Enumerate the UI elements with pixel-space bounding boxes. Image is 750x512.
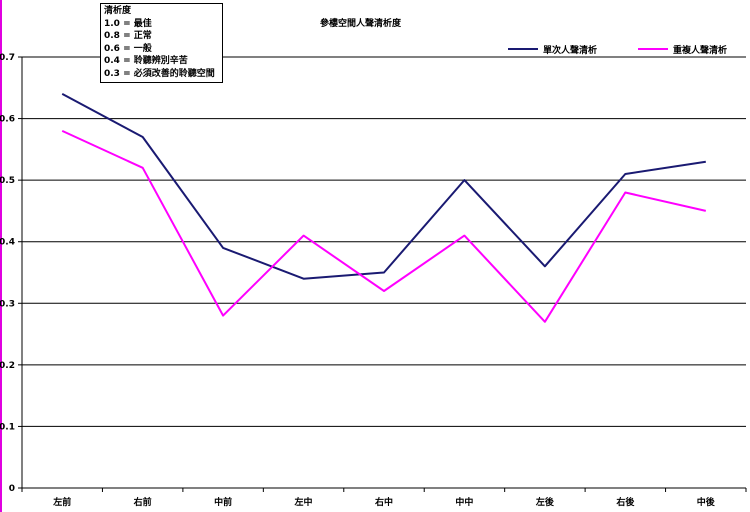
- x-tick-label: 左中: [294, 496, 313, 508]
- x-tick-label: 中前: [214, 496, 232, 508]
- note-line-must-improve: 0.3 = 必須改善的聆聽空間: [104, 68, 215, 79]
- y-tick-label: 0.2: [0, 361, 15, 371]
- x-tick-label: 中中: [455, 496, 473, 508]
- legend-label-single: 單次人聲清析: [543, 45, 598, 56]
- y-tick-label: 0.5: [0, 176, 15, 186]
- legend-label-repeat: 重複人聲清析: [673, 45, 728, 56]
- x-tick-label: 右中: [374, 496, 393, 508]
- y-tick-label: 0.1: [0, 422, 15, 432]
- note-line-average: 0.6 = 一般: [104, 43, 152, 54]
- x-tick-label: 右後: [615, 496, 635, 508]
- note-line-best: 1.0 = 最佳: [104, 18, 152, 29]
- x-tick-label: 右前: [133, 496, 152, 508]
- y-tick-label: 0.7: [0, 53, 15, 63]
- legend-item-repeat: 重複人聲清析: [638, 43, 728, 56]
- y-tick-label: 0.6: [0, 115, 15, 125]
- y-tick-label: 0: [9, 484, 15, 494]
- series-line-single: [61, 93, 706, 280]
- y-tick-label: 0.3: [0, 299, 15, 309]
- page-edge-line: [0, 0, 2, 512]
- legend-item-single: 單次人聲清析: [508, 43, 598, 56]
- series-line-repeat: [61, 129, 707, 323]
- clarity-scale-note: 清析度 1.0 = 最佳 0.8 = 正常 0.6 = 一般 0.4 = 聆聽辨…: [100, 3, 223, 83]
- note-line-heading: 清析度: [104, 6, 132, 16]
- x-tick-label: 左前: [52, 496, 71, 508]
- x-tick-label: 左後: [535, 496, 555, 508]
- y-tick-label: 0.4: [0, 238, 15, 248]
- chart-title: 參樓空間人聲清析度: [320, 19, 402, 29]
- legend-line-single: [508, 48, 538, 50]
- x-tick-label: 中後: [697, 496, 716, 508]
- note-line-normal: 0.8 = 正常: [104, 31, 152, 42]
- note-line-hard: 0.4 = 聆聽辨別辛苦: [104, 56, 188, 67]
- legend-line-repeat: [638, 48, 668, 50]
